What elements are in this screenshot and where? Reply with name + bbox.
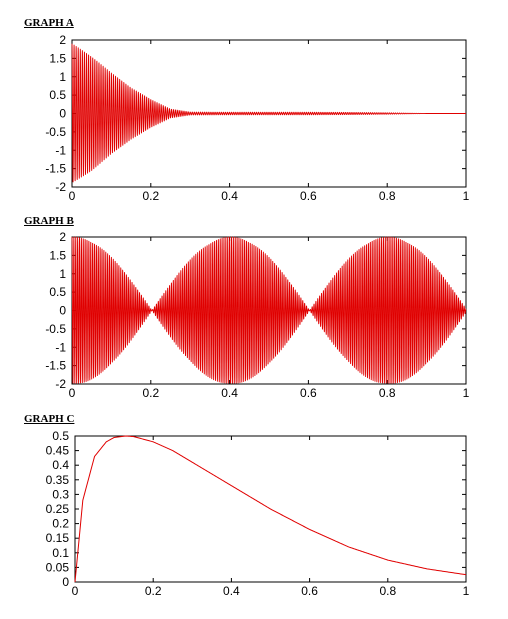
- graph-b-ytick-label: -1: [55, 340, 66, 354]
- graph-c-ytick-label: 0.4: [52, 458, 69, 472]
- graph-b-ytick-label: 1.5: [49, 248, 66, 262]
- graph-b-xtick-label: 1: [463, 386, 470, 400]
- graph-a-series-line: [71, 43, 467, 183]
- graph-a-ytick-label: 0: [59, 107, 66, 121]
- graph-c-xtick-label: 0.2: [145, 584, 162, 598]
- graph-b-ytick-label: 1: [59, 267, 66, 281]
- graph-c-title: GRAPH C: [24, 413, 75, 425]
- graph-b-xtick-label: 0: [69, 386, 76, 400]
- graph-b-ytick-label: 2: [59, 230, 66, 244]
- graph-a-xtick-label: 0.2: [142, 189, 159, 203]
- graph-c-ytick-label: 0.05: [46, 560, 70, 574]
- graph-b-xtick-label: 0.8: [379, 386, 396, 400]
- graph-c-ytick-label: 0.15: [46, 531, 70, 545]
- graph-a-ytick-label: -0.5: [45, 125, 66, 139]
- graph-a-ytick-label: 1: [59, 70, 66, 84]
- graph-a-ytick-label: 2: [59, 33, 66, 47]
- graph-b-title: GRAPH B: [24, 215, 74, 227]
- graph-b-ytick-label: -2: [55, 377, 66, 391]
- graph-b-ytick-label: 0.5: [49, 285, 66, 299]
- graph-c-xtick-label: 0.4: [223, 584, 240, 598]
- graph-a-xtick-label: 0.6: [300, 189, 317, 203]
- graph-b-xtick-label: 0.4: [221, 386, 238, 400]
- graph-c-ytick-label: 0.25: [46, 502, 70, 516]
- graph-a-ytick-label: -1.5: [45, 162, 66, 176]
- graph-c-xtick-label: 0: [72, 584, 79, 598]
- graph-c-ytick-label: 0.45: [46, 444, 70, 458]
- graph-c-xtick-label: 1: [463, 584, 470, 598]
- graph-c-series-line: [74, 435, 467, 583]
- graph-a-xtick-label: 0.4: [221, 189, 238, 203]
- graph-a-xtick-label: 0: [69, 189, 76, 203]
- graph-c-ytick-label: 0.5: [52, 429, 69, 443]
- graph-a-xtick-label: 0.8: [379, 189, 396, 203]
- graph-b-ytick-label: -0.5: [45, 322, 66, 336]
- graph-b-series-line: [71, 236, 467, 384]
- graph-a-xtick-label: 1: [463, 189, 470, 203]
- graph-b-ytick-label: 0: [59, 304, 66, 318]
- graph-a-ytick-label: -2: [55, 180, 66, 194]
- graph-b-xtick-label: 0.2: [142, 386, 159, 400]
- graph-a-title: GRAPH A: [24, 17, 74, 29]
- graph-a-ytick-label: 1.5: [49, 51, 66, 65]
- graph-c-ytick-label: 0.3: [52, 487, 69, 501]
- graph-b-ytick-label: -1.5: [45, 359, 66, 373]
- graph-b-xtick-label: 0.6: [300, 386, 317, 400]
- graph-c-ytick-label: 0.35: [46, 473, 70, 487]
- graph-c-xtick-label: 0.6: [301, 584, 318, 598]
- graph-c-ytick-label: 0: [62, 575, 69, 589]
- graph-a-ytick-label: 0.5: [49, 88, 66, 102]
- graph-c-ytick-label: 0.1: [52, 546, 69, 560]
- graph-a-ytick-label: -1: [55, 143, 66, 157]
- graph-c-xtick-label: 0.8: [379, 584, 396, 598]
- graph-c-ytick-label: 0.2: [52, 517, 69, 531]
